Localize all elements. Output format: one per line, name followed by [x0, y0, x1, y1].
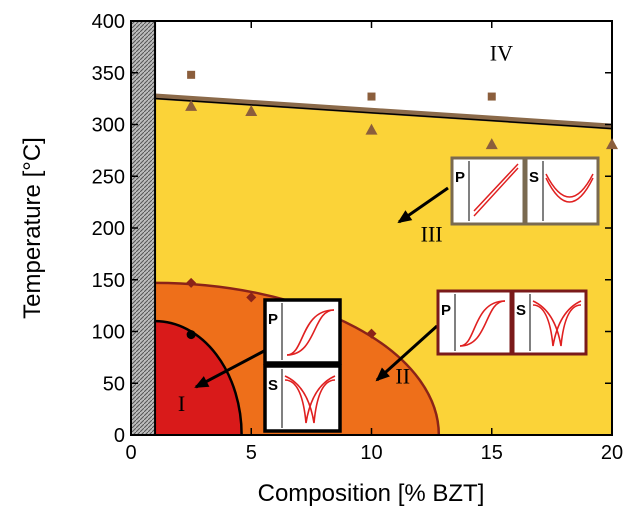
arrow-region-iii: [397, 186, 449, 224]
boundary-ii-iii: [155, 281, 441, 435]
y-axis-title: Temperature [°C]: [19, 137, 46, 319]
inset-frame: [263, 298, 342, 365]
inset-p3: P: [450, 156, 526, 226]
x-tick-label: 5: [246, 442, 257, 464]
x-tick-label: 15: [481, 442, 503, 464]
y-tick-label: 350: [92, 63, 125, 85]
diamond-marker: [366, 328, 377, 339]
inset-letter: S: [268, 377, 278, 394]
polarization-curve: [473, 167, 519, 217]
boundary-iii-iv-edge: [155, 97, 612, 130]
arrow-head: [397, 210, 413, 224]
polarization-curve: [459, 300, 506, 347]
strain-curve: [532, 300, 582, 347]
arrow-shaft: [195, 348, 267, 389]
inset-s2: S: [511, 289, 588, 356]
inset-letter: P: [268, 311, 278, 328]
polarization-curve: [286, 309, 335, 356]
polarization-curve: [286, 309, 335, 356]
annotation-arrows: [194, 186, 449, 389]
diamond-marker: [246, 292, 257, 303]
region-i-fill: [155, 321, 242, 435]
x-tick-label: 0: [125, 442, 136, 464]
data-markers: [185, 70, 618, 340]
phase-boundaries: [154, 93, 612, 435]
square-marker: [367, 92, 376, 101]
inset-frame: [436, 289, 513, 356]
strain-curve: [545, 177, 594, 203]
arrow-head: [375, 367, 390, 382]
y-tick-label: 400: [92, 11, 125, 33]
arrow-region-i: [194, 348, 267, 389]
square-marker: [187, 70, 196, 79]
region-label-iii: III: [421, 221, 443, 246]
arrow-shaft: [375, 324, 439, 382]
triangle-marker: [365, 123, 378, 135]
arrow-region-ii: [375, 324, 439, 382]
inset-s1: S: [263, 364, 342, 433]
inset-frame: [450, 156, 526, 226]
polarization-curve: [473, 163, 519, 212]
inset-frame: [524, 156, 600, 226]
triangle-marker: [185, 99, 198, 111]
region-label-i: I: [178, 391, 185, 416]
inset-letter: S: [529, 169, 539, 186]
y-tick-label: 250: [92, 166, 125, 188]
polarization-curve: [459, 300, 506, 347]
circle-marker: [186, 330, 196, 340]
arrow-head: [194, 376, 210, 388]
y-tick-label: 300: [92, 115, 125, 137]
inset-frame: [263, 364, 342, 433]
inset-p1: P: [263, 298, 342, 365]
strain-curve: [532, 300, 582, 347]
boundary-iii-iv: [154, 93, 612, 130]
x-tick-label: 20: [601, 442, 623, 464]
y-tick-label: 200: [92, 218, 125, 240]
triangle-marker: [606, 138, 618, 150]
inset-p2: P: [436, 289, 513, 356]
strain-curve: [284, 375, 336, 424]
hysteresis-insets: P S P S P S: [263, 156, 600, 433]
y-tick-label: 50: [103, 373, 125, 395]
y-tick-label: 0: [114, 425, 125, 447]
strain-curve: [284, 375, 336, 424]
strain-curve: [545, 173, 594, 198]
inset-letter: P: [441, 302, 451, 319]
triangle-marker: [245, 105, 258, 117]
square-marker: [487, 92, 496, 101]
x-axis-title: Composition [% BZT]: [258, 480, 485, 507]
region-label-iv: IV: [490, 40, 513, 65]
y-tick-label: 150: [92, 270, 125, 292]
y-tick-label: 100: [92, 322, 125, 344]
triangle-marker: [485, 138, 498, 150]
phase-regions: [155, 96, 612, 435]
inset-letter: P: [455, 169, 465, 186]
boundary-i-ii: [155, 319, 243, 435]
x-tick-label: 10: [360, 442, 382, 464]
region-label-ii: II: [395, 363, 410, 388]
diamond-marker: [186, 277, 197, 288]
inset-letter: S: [516, 302, 526, 319]
inset-s3: S: [524, 156, 600, 226]
